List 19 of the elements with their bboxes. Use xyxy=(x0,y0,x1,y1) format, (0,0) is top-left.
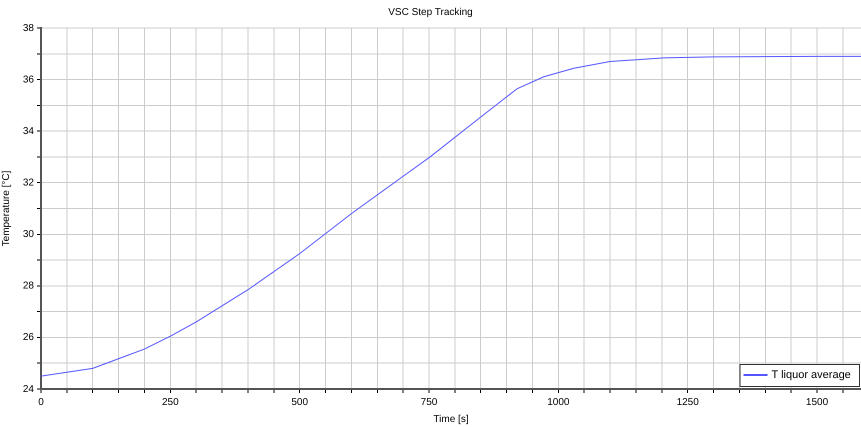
legend-label: T liquor average xyxy=(772,369,851,382)
y-tick-label: 32 xyxy=(22,177,34,188)
y-tick-label: 24 xyxy=(22,384,34,395)
y-axis-title: Temperature [°C] xyxy=(0,170,12,246)
x-tick-label: 1500 xyxy=(806,396,829,408)
x-tick-label: 250 xyxy=(162,396,180,408)
y-tick-label: 36 xyxy=(22,74,34,86)
chart-title: VSC Step Tracking xyxy=(388,6,473,18)
y-tick-label: 30 xyxy=(22,229,34,240)
x-tick-label: 500 xyxy=(291,396,308,408)
y-tick-label: 34 xyxy=(22,126,34,137)
x-axis-title: Time [s] xyxy=(433,414,469,425)
y-tick-label: 38 xyxy=(22,22,34,34)
y-tick-label: 26 xyxy=(22,332,34,344)
x-tick-label: 1250 xyxy=(676,396,700,408)
x-tick-label: 750 xyxy=(420,396,438,408)
y-tick-label: 28 xyxy=(22,280,34,292)
x-tick-label: 0 xyxy=(38,396,44,408)
x-tick-label: 1000 xyxy=(547,396,570,408)
